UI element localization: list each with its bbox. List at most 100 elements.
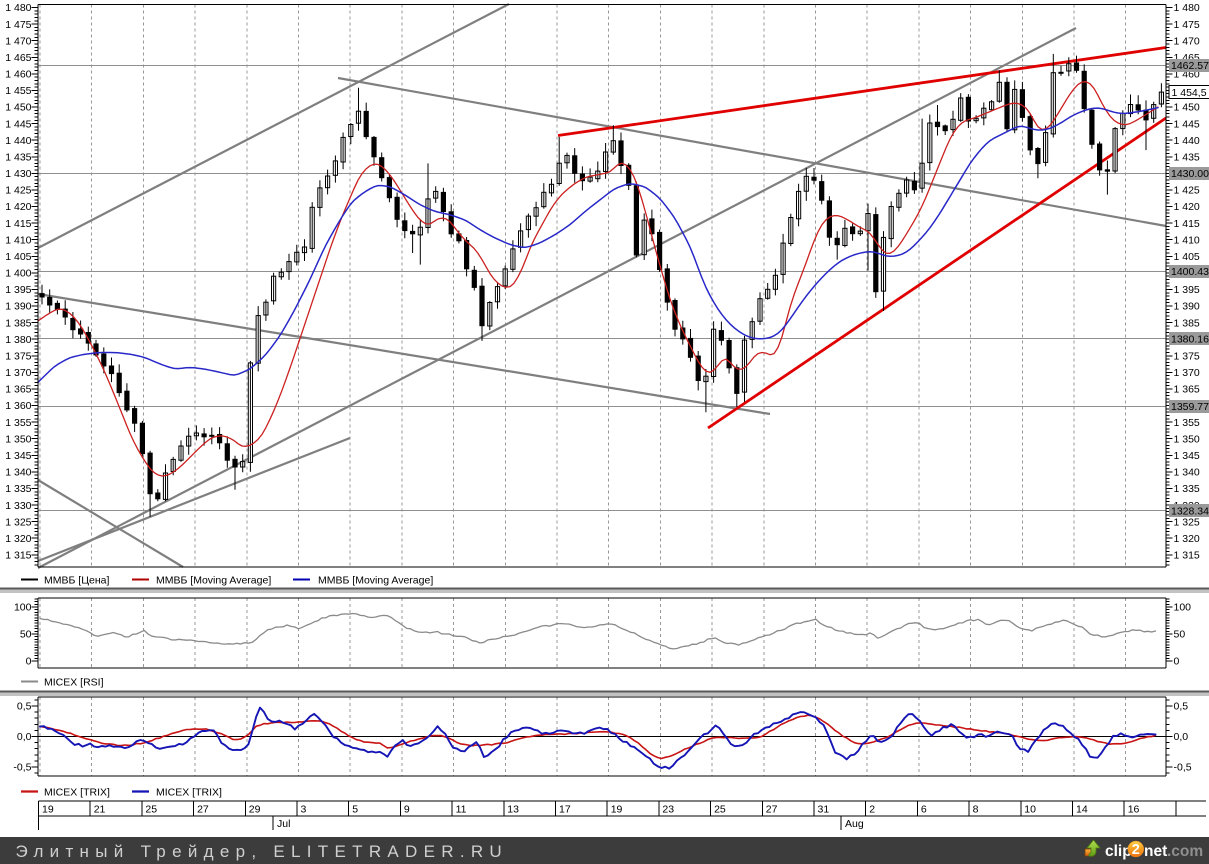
svg-text:1 345: 1 345 [5,450,31,462]
svg-text:25: 25 [714,804,726,816]
svg-text:21: 21 [94,804,106,816]
svg-text:2: 2 [1132,842,1140,858]
svg-text:0,5: 0,5 [17,701,32,713]
svg-text:MICEX [TRIX]: MICEX [TRIX] [156,787,222,799]
svg-text:clip: clip [1105,843,1132,860]
svg-text:1 315: 1 315 [5,550,31,562]
svg-text:1 445: 1 445 [1174,118,1200,130]
svg-text:10: 10 [1024,804,1036,816]
svg-text:1 420: 1 420 [5,201,31,213]
svg-text:1 435: 1 435 [5,152,31,164]
svg-text:100: 100 [14,602,32,614]
svg-text:9: 9 [404,804,410,816]
svg-text:19: 19 [611,804,623,816]
svg-text:1 390: 1 390 [1174,301,1200,313]
svg-text:1 405: 1 405 [5,251,31,263]
svg-text:1 360: 1 360 [5,400,31,412]
svg-text:MICEX [TRIX]: MICEX [TRIX] [44,787,110,799]
svg-text:27: 27 [766,804,778,816]
svg-text:1 335: 1 335 [5,483,31,495]
svg-text:1 320: 1 320 [1174,533,1200,545]
svg-text:1 350: 1 350 [1174,433,1200,445]
svg-text:.com: .com [1167,843,1203,860]
svg-text:1 465: 1 465 [5,52,31,64]
svg-text:19: 19 [42,804,54,816]
svg-text:1 350: 1 350 [5,433,31,445]
svg-text:1 450: 1 450 [1174,102,1200,114]
svg-text:1 400: 1 400 [5,268,31,280]
svg-text:8: 8 [973,804,979,816]
svg-text:1 440: 1 440 [5,135,31,147]
svg-text:1 335: 1 335 [1174,483,1200,495]
svg-text:Aug: Aug [845,818,864,830]
svg-text:1 475: 1 475 [1174,19,1200,31]
svg-text:1359.77: 1359.77 [1171,401,1209,413]
svg-text:0,0: 0,0 [1174,731,1189,743]
svg-text:1 480: 1 480 [5,2,31,14]
svg-text:23: 23 [662,804,674,816]
svg-text:1 405: 1 405 [1174,251,1200,263]
svg-text:ММВБ [Moving Average]: ММВБ [Moving Average] [318,575,433,587]
svg-text:11: 11 [456,804,467,816]
svg-text:Элитный Трейдер, ELITETRADER.R: Элитный Трейдер, ELITETRADER.RU [16,842,509,861]
svg-text:0: 0 [1174,656,1180,668]
svg-text:1 355: 1 355 [5,417,31,429]
svg-text:1 430: 1 430 [5,168,31,180]
svg-text:31: 31 [818,804,830,816]
svg-text:1 440: 1 440 [1174,135,1200,147]
svg-text:1 410: 1 410 [1174,234,1200,246]
svg-text:25: 25 [145,804,157,816]
svg-text:1 445: 1 445 [5,118,31,130]
svg-text:50: 50 [20,629,32,641]
svg-text:1 395: 1 395 [1174,284,1200,296]
svg-text:1 450: 1 450 [5,102,31,114]
svg-text:1 425: 1 425 [1174,185,1200,197]
svg-text:1 460: 1 460 [5,69,31,81]
svg-text:1 340: 1 340 [5,467,31,479]
svg-text:-0,5: -0,5 [1174,762,1192,774]
svg-text:1 375: 1 375 [1174,351,1200,363]
svg-text:0: 0 [26,656,32,668]
svg-text:1 320: 1 320 [5,533,31,545]
svg-text:1 355: 1 355 [1174,417,1200,429]
svg-text:1328.34: 1328.34 [1171,505,1209,517]
svg-text:1 415: 1 415 [1174,218,1200,230]
svg-text:-0,5: -0,5 [13,762,31,774]
svg-text:1 345: 1 345 [1174,450,1200,462]
svg-text:1 330: 1 330 [5,500,31,512]
svg-text:1 365: 1 365 [5,384,31,396]
svg-text:1 340: 1 340 [1174,467,1200,479]
svg-text:27: 27 [197,804,209,816]
svg-text:16: 16 [1128,804,1140,816]
svg-text:0,0: 0,0 [17,731,32,743]
svg-text:1 380: 1 380 [5,334,31,346]
svg-text:29: 29 [249,804,261,816]
svg-text:6: 6 [921,804,927,816]
svg-text:1400.43: 1400.43 [1171,266,1209,278]
svg-text:13: 13 [507,804,519,816]
svg-text:1 480: 1 480 [1174,2,1200,14]
svg-text:0,5: 0,5 [1174,701,1189,713]
svg-text:1 325: 1 325 [1174,516,1200,528]
svg-text:MICEX [RSI]: MICEX [RSI] [44,677,104,689]
svg-text:net: net [1144,843,1167,860]
svg-text:1 370: 1 370 [1174,367,1200,379]
svg-text:1 470: 1 470 [5,35,31,47]
svg-text:1 375: 1 375 [5,351,31,363]
svg-text:1 365: 1 365 [1174,384,1200,396]
svg-text:1 435: 1 435 [1174,152,1200,164]
svg-text:ММВБ [Цена]: ММВБ [Цена] [44,575,109,587]
svg-text:1380.16: 1380.16 [1171,333,1209,345]
svg-text:1462.57: 1462.57 [1171,60,1209,72]
svg-text:1 455: 1 455 [5,85,31,97]
svg-text:ММВБ [Moving Average]: ММВБ [Moving Average] [156,575,271,587]
svg-text:1430.00: 1430.00 [1171,168,1209,180]
svg-text:1 415: 1 415 [5,218,31,230]
svg-text:Jul: Jul [277,818,290,830]
svg-text:1 454,5: 1 454,5 [1172,87,1207,99]
svg-text:2: 2 [869,804,875,816]
svg-text:1 395: 1 395 [5,284,31,296]
svg-text:14: 14 [1076,804,1088,816]
svg-text:1 325: 1 325 [5,516,31,528]
svg-text:1 475: 1 475 [5,19,31,31]
